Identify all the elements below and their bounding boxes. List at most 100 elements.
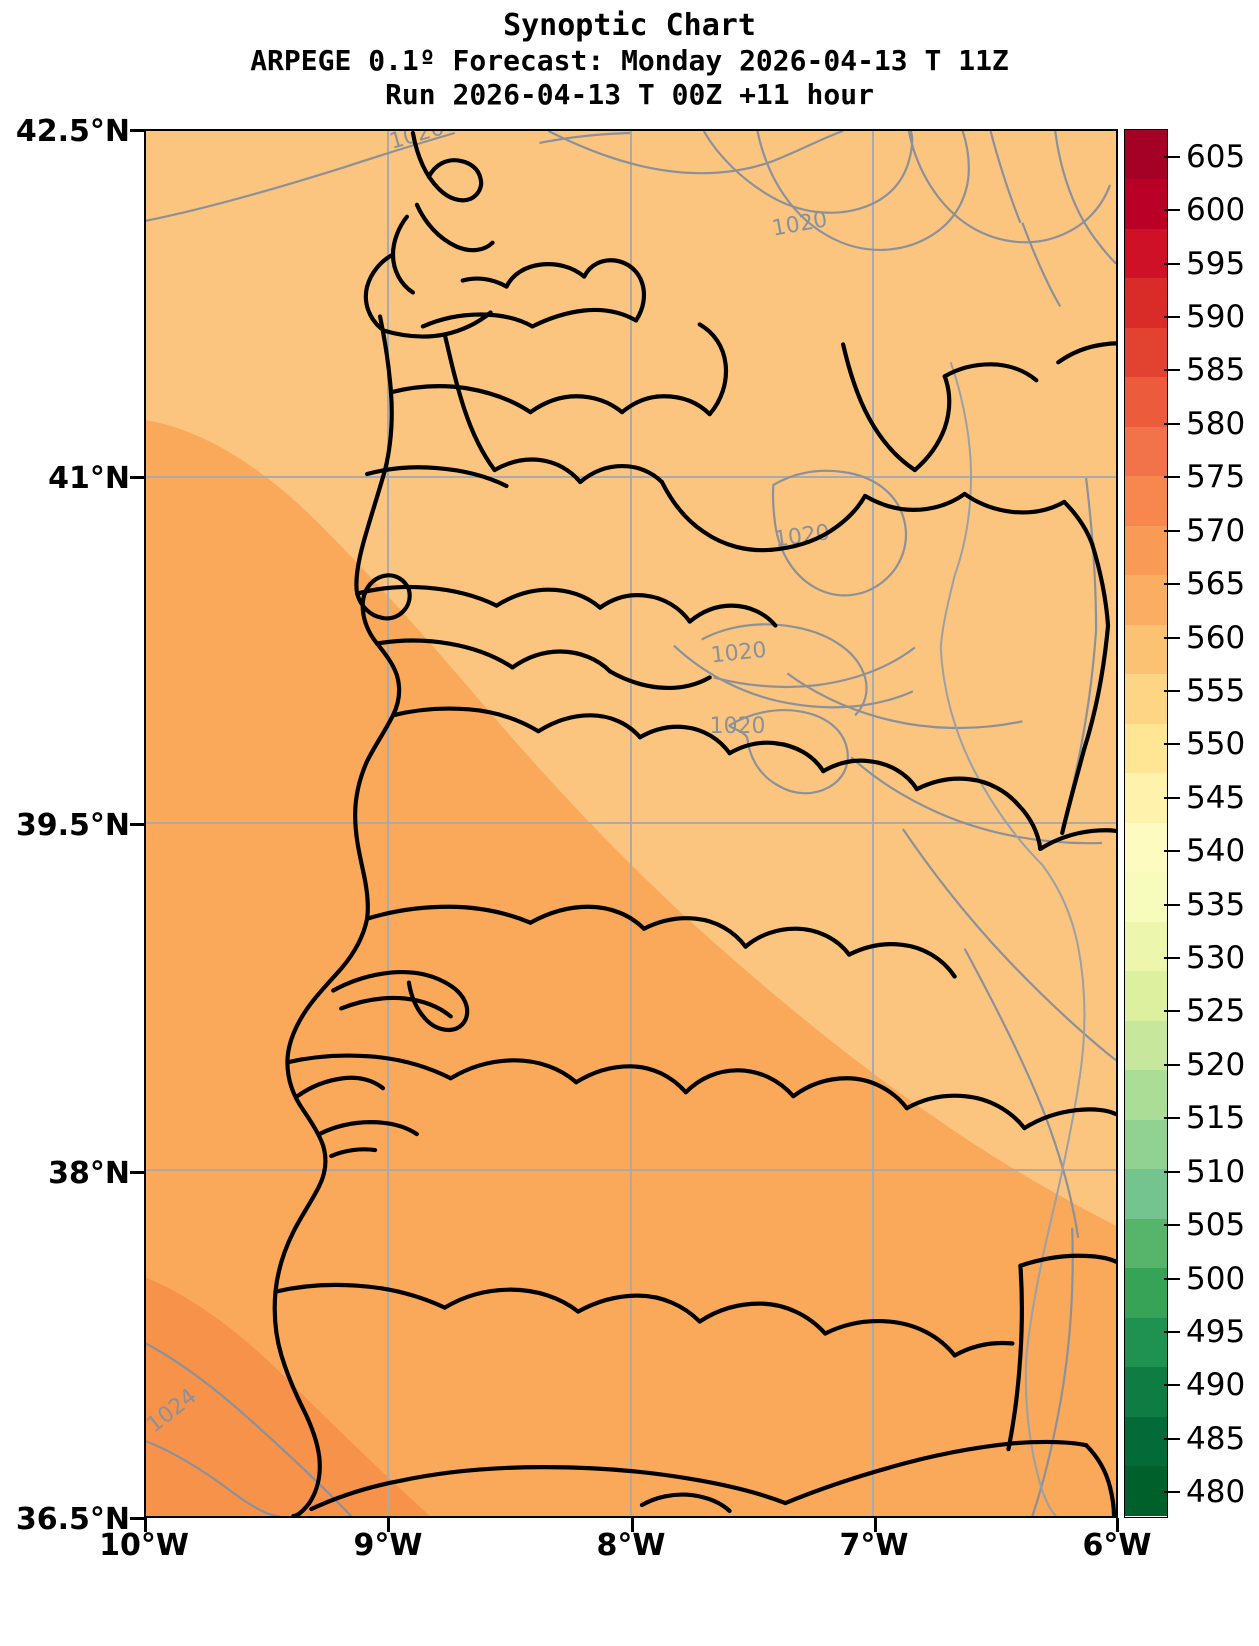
- colorbar-tick-535: [1164, 903, 1180, 906]
- colorbar-segment-15: [1125, 872, 1167, 922]
- colorbar-label-485: 485: [1186, 1420, 1246, 1457]
- isobar-label-1020-e: 1020: [710, 714, 766, 739]
- colorbar-label-585: 585: [1186, 352, 1246, 389]
- colorbar-segment-16: [1125, 921, 1167, 972]
- colorbar-tick-520: [1164, 1063, 1180, 1066]
- colorbar-label-530: 530: [1186, 940, 1246, 977]
- fill-band-570-575: [146, 1277, 430, 1516]
- colorbar[interactable]: [1124, 129, 1168, 1518]
- country-border-secondary: [939, 361, 1086, 1516]
- colorbar-tick-585: [1164, 369, 1180, 372]
- colorbar-segment-14: [1125, 822, 1167, 873]
- map-svg: 1020 1020 1020 1020 1020 1024: [146, 131, 1116, 1516]
- colorbar-tick-590: [1164, 315, 1180, 318]
- chart-subtitle: ARPEGE 0.1º Forecast: Monday 2026-04-13 …: [250, 44, 1009, 77]
- colorbar-tick-500: [1164, 1277, 1180, 1280]
- colorbar-tick-575: [1164, 476, 1180, 479]
- y-axis-label-38N: 38°N: [48, 1156, 130, 1191]
- colorbar-segment-24: [1125, 1317, 1167, 1368]
- colorbar-tick-530: [1164, 957, 1180, 960]
- colorbar-tick-560: [1164, 636, 1180, 639]
- map-canvas: 1020 1020 1020 1020 1020 1024: [146, 131, 1116, 1516]
- colorbar-label-495: 495: [1186, 1314, 1246, 1351]
- colorbar-label-570: 570: [1186, 512, 1246, 549]
- colorbar-segment-18: [1125, 1020, 1167, 1071]
- x-axis-label-9W: 9°W: [353, 1528, 423, 1563]
- y-tick-3: [130, 1171, 144, 1174]
- map-plot-area: 1020 1020 1020 1020 1020 1024: [144, 129, 1118, 1518]
- colorbar-label-500: 500: [1186, 1260, 1246, 1297]
- colorbar-tick-600: [1164, 209, 1180, 212]
- colorbar-label-550: 550: [1186, 726, 1246, 763]
- colorbar-tick-485: [1164, 1437, 1180, 1440]
- y-axis-label-39-5N: 39.5°N: [15, 808, 130, 843]
- x-tick-0: [144, 1518, 147, 1532]
- colorbar-segment-26: [1125, 1416, 1167, 1467]
- x-tick-1: [387, 1518, 390, 1532]
- colorbar-label-515: 515: [1186, 1100, 1246, 1137]
- colorbar-label-605: 605: [1186, 138, 1246, 175]
- chart-title: Synoptic Chart: [503, 8, 756, 43]
- colorbar-tick-525: [1164, 1010, 1180, 1013]
- x-axis-label-7W: 7°W: [839, 1528, 909, 1563]
- chart-title-block: Synoptic Chart ARPEGE 0.1º Forecast: Mon…: [0, 0, 1259, 112]
- colorbar-segment-21: [1125, 1169, 1167, 1219]
- colorbar-tick-605: [1164, 155, 1180, 158]
- colorbar-label-490: 490: [1186, 1367, 1246, 1404]
- colorbar-tick-480: [1164, 1491, 1180, 1494]
- colorbar-segment-7: [1125, 476, 1167, 526]
- y-tick-4: [130, 1517, 144, 1520]
- x-axis-label-6W: 6°W: [1082, 1528, 1152, 1563]
- x-tick-3: [874, 1518, 877, 1532]
- x-axis-label-8W: 8°W: [596, 1528, 666, 1563]
- colorbar-label-600: 600: [1186, 192, 1246, 229]
- colorbar-tick-570: [1164, 529, 1180, 532]
- colorbar-segment-9: [1125, 575, 1167, 625]
- colorbar-segment-23: [1125, 1268, 1167, 1318]
- y-axis-label-42-5N: 42.5°N: [15, 114, 130, 149]
- colorbar-label-540: 540: [1186, 833, 1246, 870]
- y-axis-label-36-5N: 36.5°N: [15, 1502, 130, 1537]
- colorbar-segment-22: [1125, 1218, 1167, 1269]
- y-tick-2: [130, 823, 144, 826]
- coastline-and-admin-boundaries: [272, 131, 1116, 1516]
- colorbar-segment-27: [1125, 1466, 1167, 1516]
- colorbar-label-510: 510: [1186, 1153, 1246, 1190]
- colorbar-segment-13: [1125, 773, 1167, 823]
- colorbar-label-545: 545: [1186, 779, 1246, 816]
- colorbar-segment-0: [1125, 130, 1167, 180]
- colorbar-segment-19: [1125, 1070, 1167, 1120]
- colorbar-segment-12: [1125, 723, 1167, 774]
- colorbar-label-480: 480: [1186, 1474, 1246, 1511]
- colorbar-segment-11: [1125, 674, 1167, 724]
- colorbar-label-505: 505: [1186, 1207, 1246, 1244]
- colorbar-label-520: 520: [1186, 1046, 1246, 1083]
- y-tick-1: [130, 476, 144, 479]
- isobar-label-1020-d: 1020: [710, 638, 768, 669]
- colorbar-label-535: 535: [1186, 886, 1246, 923]
- colorbar-tick-580: [1164, 422, 1180, 425]
- colorbar-segment-3: [1125, 278, 1167, 328]
- colorbar-label-590: 590: [1186, 298, 1246, 335]
- colorbar-label-565: 565: [1186, 566, 1246, 603]
- colorbar-tick-540: [1164, 850, 1180, 853]
- colorbar-label-525: 525: [1186, 993, 1246, 1030]
- chart-run-info: Run 2026-04-13 T 00Z +11 hour: [385, 78, 874, 111]
- y-axis-label-41N: 41°N: [48, 461, 130, 496]
- colorbar-segment-1: [1125, 179, 1167, 229]
- x-axis-label-10W: 10°W: [99, 1528, 189, 1563]
- x-tick-2: [631, 1518, 634, 1532]
- colorbar-tick-505: [1164, 1224, 1180, 1227]
- colorbar-label-595: 595: [1186, 245, 1246, 282]
- colorbar-segment-10: [1125, 624, 1167, 675]
- colorbar-tick-555: [1164, 689, 1180, 692]
- colorbar-segment-25: [1125, 1367, 1167, 1417]
- y-tick-0: [130, 129, 144, 132]
- colorbar-segment-6: [1125, 426, 1167, 477]
- colorbar-label-580: 580: [1186, 405, 1246, 442]
- colorbar-tick-545: [1164, 796, 1180, 799]
- colorbar-segment-17: [1125, 971, 1167, 1021]
- colorbar-tick-510: [1164, 1170, 1180, 1173]
- colorbar-tick-515: [1164, 1117, 1180, 1120]
- colorbar-tick-495: [1164, 1331, 1180, 1334]
